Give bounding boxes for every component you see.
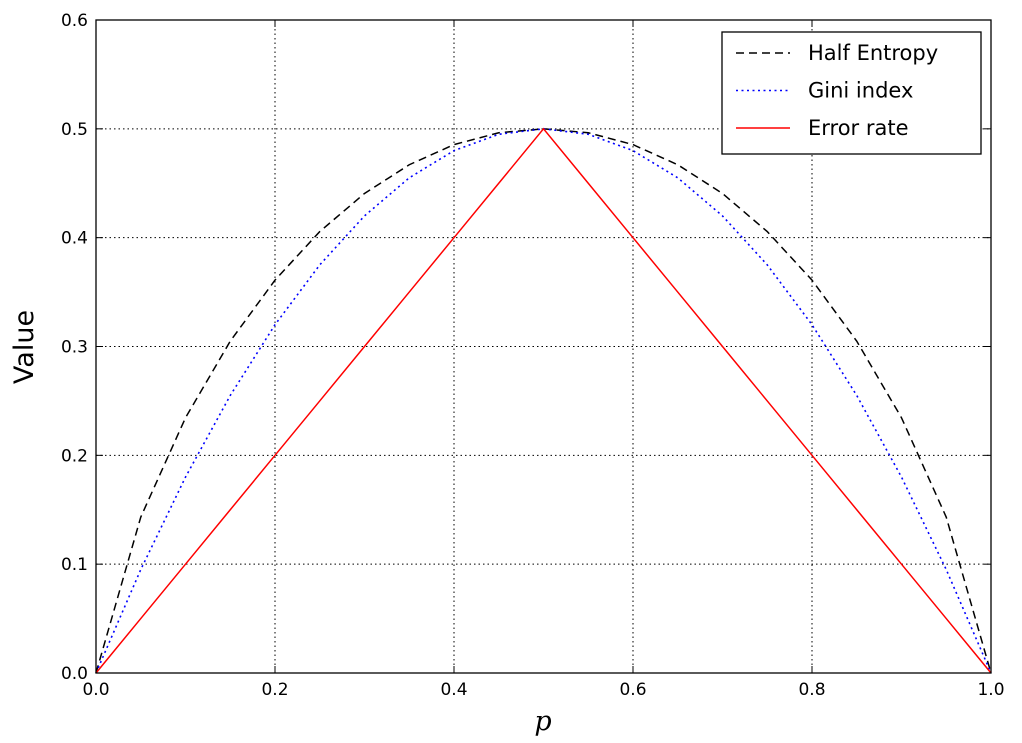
legend-label-half-entropy: Half Entropy xyxy=(808,41,938,65)
y-tick-label: 0.4 xyxy=(61,229,88,249)
axis-ticks: 0.0 0.2 0.4 0.6 0.8 1.0 0.0 0.1 0.2 0.3 0.4 0.5 0.6 xyxy=(61,11,1005,700)
y-tick-label: 0.5 xyxy=(61,120,88,140)
x-tick-label: 0.8 xyxy=(798,680,825,700)
half-entropy-line xyxy=(95,128,992,674)
x-tick-label: 1.0 xyxy=(977,680,1004,700)
error-rate-line xyxy=(95,127,992,674)
x-tick-label: 0.6 xyxy=(619,680,646,700)
legend-label-gini-index: Gini index xyxy=(808,79,913,103)
x-axis-label: p xyxy=(534,706,551,737)
y-axis-label: Value xyxy=(9,310,40,384)
y-tick-label: 0.6 xyxy=(61,11,88,31)
legend: Half Entropy Gini index Error rate xyxy=(721,31,982,155)
y-tick-label: 0.3 xyxy=(61,338,88,358)
y-tick-label: 0.0 xyxy=(61,664,88,684)
x-tick-label: 0.0 xyxy=(82,680,109,700)
legend-label-error-rate: Error rate xyxy=(808,116,909,140)
y-tick-label: 0.1 xyxy=(61,555,88,575)
x-tick-label: 0.4 xyxy=(440,680,467,700)
y-tick-label: 0.2 xyxy=(61,446,88,466)
data-lines xyxy=(95,127,992,674)
x-tick-label: 0.2 xyxy=(261,680,288,700)
